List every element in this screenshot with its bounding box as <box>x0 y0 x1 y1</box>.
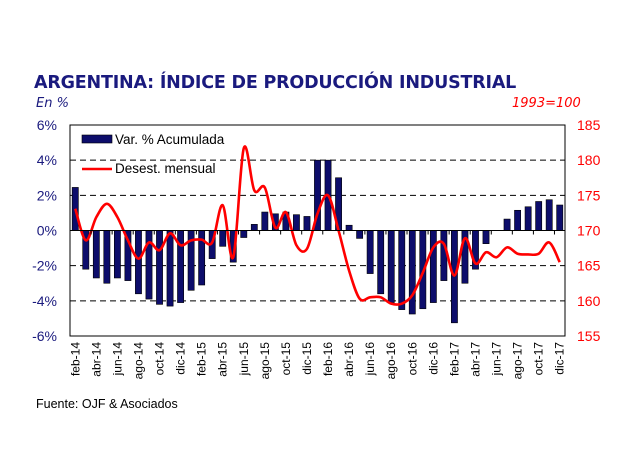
left-tick-label: 6% <box>37 117 57 133</box>
x-tick-label: feb-16 <box>321 342 335 376</box>
bar <box>398 230 406 310</box>
gridlines <box>70 159 565 302</box>
right-tick-label: 155 <box>577 328 601 344</box>
bar <box>503 218 511 231</box>
x-tick-label: feb-15 <box>195 342 209 376</box>
bar <box>387 230 395 303</box>
x-tick-label: jun-17 <box>490 342 504 377</box>
legend: Var. % Acumulada Desest. mensual <box>81 132 225 176</box>
x-tick-label: oct-15 <box>279 342 293 376</box>
bar <box>113 230 121 279</box>
legend-label-bar: Var. % Acumulada <box>115 132 225 147</box>
x-tick-label: jun-16 <box>363 342 377 377</box>
x-tick-label: dic-17 <box>553 342 567 375</box>
bar <box>408 230 416 315</box>
right-tick-label: 165 <box>577 258 601 274</box>
x-tick-label: oct-14 <box>153 342 167 376</box>
line-series-desest-mensual <box>74 145 561 306</box>
x-tick-label: abr-17 <box>468 342 482 377</box>
x-tick-label: feb-17 <box>447 342 461 376</box>
bar <box>524 206 532 231</box>
x-tick-label: ago-17 <box>511 342 525 380</box>
left-tick-label: 0% <box>37 223 57 239</box>
bar <box>377 230 385 295</box>
source-note: Fuente: OJF & Asociados <box>36 397 178 411</box>
x-tick-label: oct-16 <box>405 342 419 376</box>
left-axis-unit: En % <box>36 96 69 111</box>
bar <box>356 230 364 239</box>
left-axis-ticks: -6% -4% -2% 0% 2% 4% 6% <box>32 117 57 344</box>
x-tick-label: ago-14 <box>131 342 145 380</box>
legend-swatch-bar <box>81 134 113 144</box>
bar <box>293 214 300 231</box>
bar <box>219 230 227 247</box>
bar <box>556 204 564 231</box>
left-tick-label: -6% <box>32 328 57 344</box>
x-tick-label: ago-16 <box>384 342 398 380</box>
right-tick-label: 185 <box>577 117 601 133</box>
x-tick-label: abr-16 <box>342 342 356 377</box>
left-tick-label: -2% <box>32 258 57 274</box>
x-axis-ticks: feb-14 abr-14 jun-14 ago-14 oct-14 dic-14 feb-… <box>68 342 566 380</box>
right-tick-label: 175 <box>577 187 601 203</box>
bar <box>514 209 522 231</box>
left-tick-label: 2% <box>37 187 57 203</box>
bar <box>545 199 553 231</box>
x-tick-label: ago-15 <box>258 342 272 380</box>
bar <box>156 230 163 305</box>
bar <box>440 230 448 281</box>
x-tick-label: abr-15 <box>216 342 230 377</box>
right-tick-label: 170 <box>577 223 601 239</box>
bar <box>135 230 142 295</box>
right-tick-label: 180 <box>577 152 601 168</box>
zero-line <box>69 230 565 235</box>
bar <box>92 230 100 279</box>
x-tick-label: jun-15 <box>237 342 251 377</box>
bar <box>261 211 269 231</box>
bar <box>482 230 490 244</box>
x-tick-label: dic-15 <box>300 342 314 375</box>
bar <box>303 216 311 231</box>
bar <box>250 224 258 231</box>
bar <box>103 230 111 284</box>
bar <box>166 230 174 307</box>
bar <box>345 224 353 231</box>
chart-title: ARGENTINA: ÍNDICE DE PRODUCCIÓN INDUSTRI… <box>34 73 517 93</box>
left-tick-label: 4% <box>37 152 57 168</box>
left-tick-label: -4% <box>32 293 57 309</box>
right-axis-ticks: 155 160 165 170 175 180 185 <box>577 117 601 344</box>
right-axis-unit: 1993=100 <box>512 96 581 111</box>
bar-series <box>71 159 564 324</box>
bar <box>240 230 248 238</box>
x-tick-label: dic-16 <box>426 342 440 375</box>
x-tick-label: jun-14 <box>110 342 124 377</box>
x-tick-label: oct-17 <box>532 342 546 376</box>
bar <box>145 230 153 300</box>
bar <box>366 230 374 274</box>
bar <box>535 201 543 231</box>
x-tick-label: dic-14 <box>174 342 188 375</box>
right-tick-label: 160 <box>577 293 601 309</box>
x-tick-label: feb-14 <box>68 342 82 376</box>
legend-label-line: Desest. mensual <box>115 161 216 176</box>
bar <box>429 230 437 303</box>
x-tick-label: abr-14 <box>89 342 103 377</box>
